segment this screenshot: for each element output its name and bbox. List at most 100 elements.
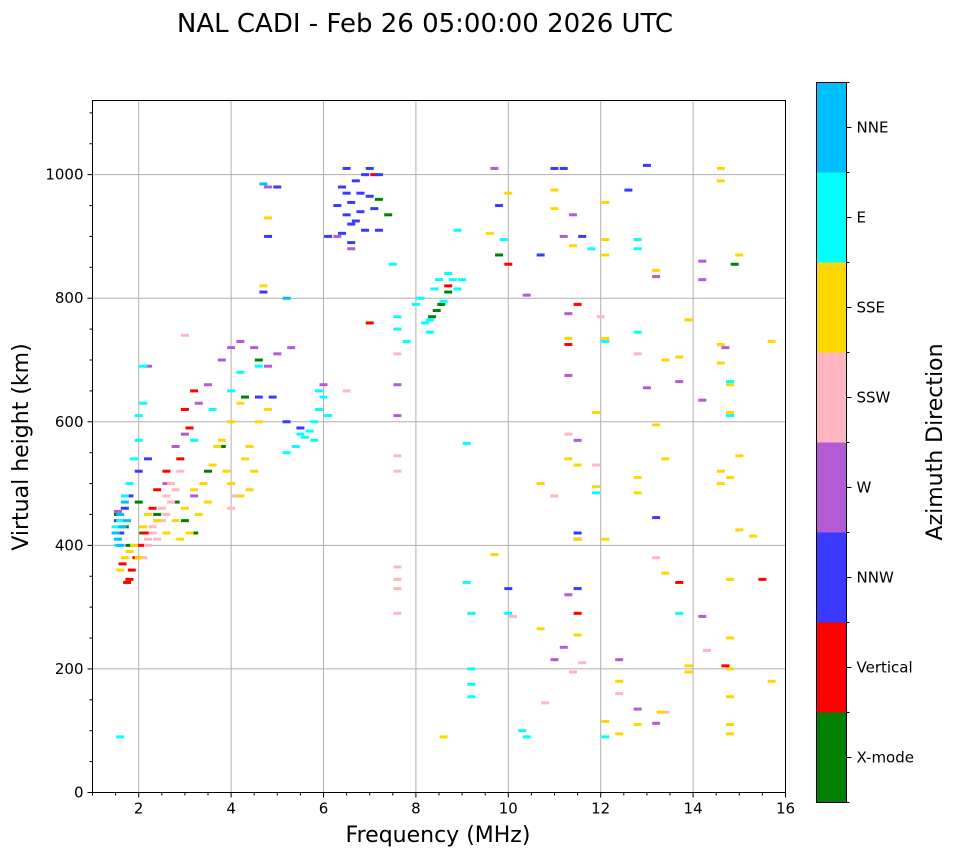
echo-point [564, 343, 573, 347]
echo-point [134, 414, 143, 418]
echo-point [758, 577, 767, 581]
echo-point [652, 275, 661, 279]
echo-point [365, 166, 374, 170]
x-tick-label: 6 [319, 800, 329, 818]
echo-point [726, 577, 735, 581]
echo-point [245, 445, 254, 448]
echo-point [453, 228, 462, 232]
echo-point [633, 330, 642, 334]
echo-point [153, 512, 162, 516]
echo-point [504, 262, 513, 266]
echo-point [116, 735, 125, 739]
echo-point [162, 512, 171, 516]
chart-title: NAL CADI - Feb 26 05:00:00 2026 UTC [177, 9, 673, 39]
echo-point [573, 611, 582, 615]
echo-point [504, 611, 513, 615]
echo-point [333, 234, 342, 238]
echo-point [134, 556, 143, 560]
echo-point [337, 185, 346, 189]
echo-point [143, 537, 152, 541]
echo-point [190, 438, 199, 442]
echo-point [143, 543, 152, 547]
echo-point [204, 383, 212, 387]
echo-point [264, 185, 273, 189]
echo-point [573, 302, 582, 306]
echo-point [116, 543, 125, 547]
echo-point [217, 438, 226, 442]
echo-point [564, 593, 573, 597]
echo-point [652, 516, 661, 520]
echo-point [264, 407, 273, 411]
echo-point [204, 469, 212, 473]
echo-point [370, 207, 379, 211]
echo-point [227, 482, 236, 486]
echo-point [139, 401, 148, 405]
echo-point [726, 667, 735, 671]
echo-point [393, 352, 402, 356]
echo-point [319, 383, 328, 387]
echo-point [384, 213, 393, 217]
echo-point [495, 204, 504, 208]
echo-point [601, 537, 610, 541]
echo-point [351, 219, 360, 223]
echo-point [726, 723, 735, 727]
x-tick-label: 14 [684, 800, 703, 818]
echo-point [250, 469, 259, 473]
echo-point [652, 268, 661, 272]
echo-point [536, 482, 545, 486]
echo-point [633, 247, 642, 251]
echo-point [633, 238, 642, 242]
echo-point [536, 627, 545, 631]
echo-point [393, 327, 402, 331]
echo-point [462, 441, 471, 445]
echo-point [508, 614, 517, 618]
echo-point [592, 491, 601, 495]
colorbar-frame [816, 82, 847, 803]
echo-point [448, 278, 457, 282]
echo-point [504, 587, 513, 591]
colorbar-tick-label: SSE [857, 299, 886, 317]
echo-point [342, 213, 351, 217]
echo-point [702, 648, 711, 652]
echo-point [141, 531, 150, 535]
echo-point [652, 556, 661, 560]
echo-point [190, 488, 199, 492]
echo-point [675, 355, 684, 359]
echo-point [615, 732, 624, 736]
echo-point [601, 238, 610, 242]
echo-point [601, 719, 610, 723]
echo-point [153, 537, 162, 541]
echo-point [171, 519, 180, 523]
echo-point [208, 463, 217, 467]
colorbar-segment [816, 82, 847, 173]
echo-point [716, 166, 725, 170]
echo-point [726, 732, 735, 736]
echo-point [240, 395, 249, 399]
echo-point [559, 645, 568, 649]
echo-point [365, 321, 374, 325]
echo-point [162, 494, 171, 498]
echo-point [767, 679, 776, 683]
echo-point [167, 482, 176, 486]
echo-point [735, 454, 744, 458]
echo-point [194, 512, 203, 516]
echo-point [564, 336, 573, 340]
echo-point [342, 166, 351, 170]
echo-point [217, 445, 226, 448]
echo-point [522, 735, 531, 739]
echo-point [139, 556, 148, 560]
echo-point [587, 247, 596, 251]
echo-point [134, 500, 143, 504]
echo-point [111, 531, 120, 535]
echo-point [305, 429, 314, 433]
echo-point [684, 664, 693, 668]
echo-point [573, 438, 582, 442]
x-tick-label: 2 [134, 800, 144, 818]
echo-point [504, 191, 513, 195]
echo-point [185, 531, 194, 535]
echo-point [180, 519, 189, 523]
echo-point [633, 707, 642, 711]
echo-point [458, 278, 467, 282]
colorbar-tick-label: E [857, 209, 866, 227]
echo-point [652, 423, 661, 427]
